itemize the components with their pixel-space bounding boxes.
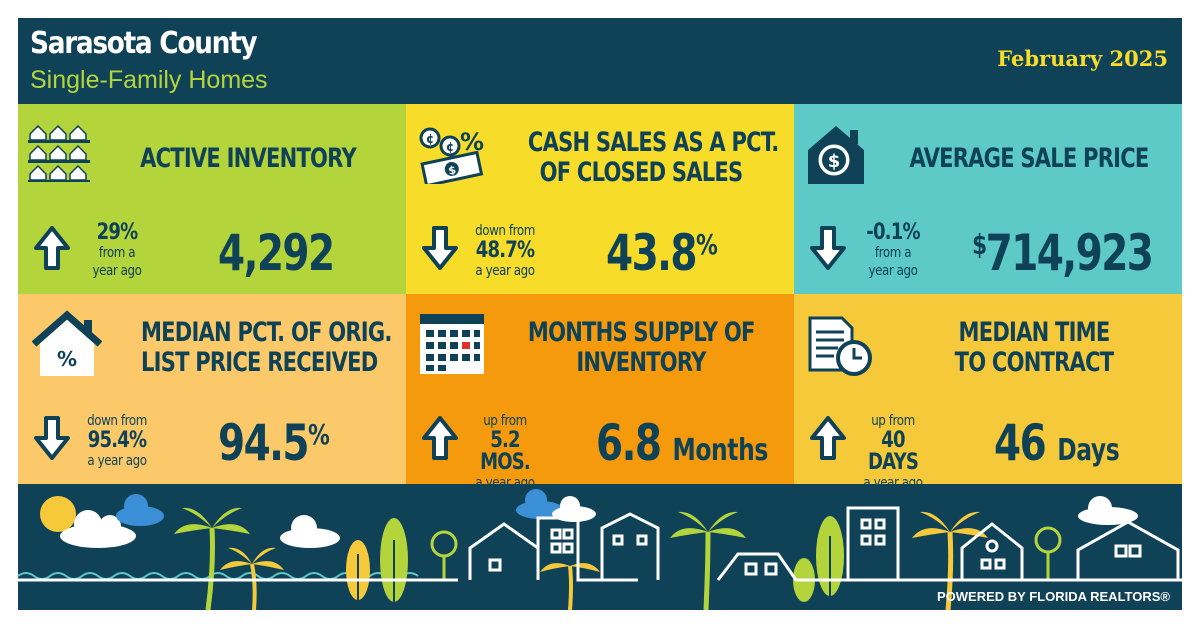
change-text: down from 95.4% a year ago xyxy=(87,413,147,469)
calendar-icon xyxy=(420,314,484,374)
house-outline-icon xyxy=(18,506,1182,582)
cloud-icon xyxy=(60,510,136,548)
panel-active-inventory: ACTIVE INVENTORY 29% from a year ago 4,2… xyxy=(18,104,406,294)
page-title: Sarasota County xyxy=(30,26,258,61)
panel-median-time-to-contract: MEDIAN TIME TO CONTRACT up from 40 DAYS … xyxy=(794,294,1182,484)
report-date: February 2025 xyxy=(997,46,1168,71)
metric-value: 46 Days xyxy=(994,414,1120,472)
panel-months-supply: MONTHS SUPPLY OF INVENTORY up from 5.2 M… xyxy=(406,294,794,484)
metric-value: 43.8% xyxy=(606,224,718,282)
metric-value: 6.8 Months xyxy=(596,414,768,472)
arrow-up-icon xyxy=(810,416,846,460)
change-text: 29% from a year ago xyxy=(92,220,142,280)
metric-value: 4,292 xyxy=(218,224,335,282)
panel-title: MEDIAN PCT. OF ORIG. LIST PRICE RECEIVED xyxy=(141,317,392,378)
arrow-up-icon xyxy=(422,416,458,460)
powered-by-label: POWERED BY FLORIDA REALTORS® xyxy=(937,589,1170,604)
svg-text:%: % xyxy=(57,347,77,371)
svg-text:¢: ¢ xyxy=(446,140,454,154)
panel-title: MONTHS SUPPLY OF INVENTORY xyxy=(527,317,755,378)
svg-text:$: $ xyxy=(447,163,457,177)
houses-grid-icon xyxy=(28,124,90,182)
skyline-illustration xyxy=(18,484,1182,610)
metric-value: $714,923 xyxy=(972,224,1154,282)
change-text: up from 5.2 MOS. a year ago xyxy=(475,413,535,484)
palm-tree-icon xyxy=(174,507,988,610)
change-text: -0.1% from a year ago xyxy=(866,220,920,280)
panel-title: MEDIAN TIME TO CONTRACT xyxy=(954,317,1114,378)
svg-text:¢: ¢ xyxy=(426,132,434,146)
svg-text:%: % xyxy=(460,128,484,156)
arrow-down-icon xyxy=(810,226,846,270)
cash-percent-icon: ¢ ¢ % $ xyxy=(419,127,484,184)
panel-cash-sales: ¢ ¢ % $ CASH SALES AS A PCT. OF CLOSED S… xyxy=(406,104,794,294)
panel-title: AVERAGE SALE PRICE xyxy=(909,143,1150,174)
page-subtitle: Single-Family Homes xyxy=(30,66,268,94)
header: Sarasota County Single-Family Homes Febr… xyxy=(18,18,1182,104)
panel-title: ACTIVE INVENTORY xyxy=(140,143,357,174)
house-percent-icon: % xyxy=(32,310,102,376)
change-text: down from 48.7% a year ago xyxy=(475,223,535,279)
document-clock-icon xyxy=(808,316,872,376)
panel-title: CASH SALES AS A PCT. OF CLOSED SALES xyxy=(527,127,779,188)
arrow-down-icon xyxy=(422,226,458,270)
metric-value: 94.5% xyxy=(218,414,330,472)
infographic: Sarasota County Single-Family Homes Febr… xyxy=(18,18,1182,610)
arrow-down-icon xyxy=(34,416,70,460)
arrow-up-icon xyxy=(34,226,70,270)
sun-icon xyxy=(40,496,76,532)
house-dollar-icon: $ xyxy=(808,126,864,184)
panel-average-sale-price: $ AVERAGE SALE PRICE -0.1% from a year a… xyxy=(794,104,1182,294)
panel-median-pct-list-price: % MEDIAN PCT. OF ORIG. LIST PRICE RECEIV… xyxy=(18,294,406,484)
change-text: up from 40 DAYS a year ago xyxy=(863,413,923,484)
svg-text:$: $ xyxy=(828,151,841,172)
